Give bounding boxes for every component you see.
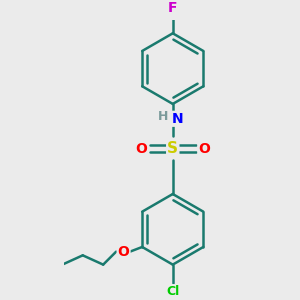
Text: O: O [198,142,210,155]
Text: F: F [168,1,178,15]
Text: O: O [135,142,147,155]
Text: S: S [167,141,178,156]
Text: H: H [158,110,169,123]
Text: O: O [118,244,130,259]
Text: Cl: Cl [166,285,179,298]
Text: N: N [172,112,183,126]
